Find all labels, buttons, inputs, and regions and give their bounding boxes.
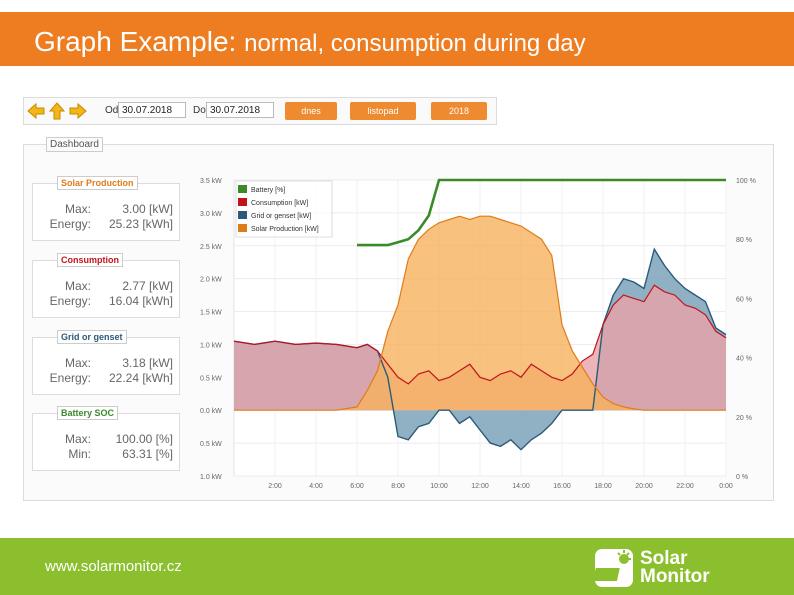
solar-area xyxy=(234,216,726,411)
stat-value: 63.31 [%] xyxy=(122,447,173,461)
x-tick-label: 12:00 xyxy=(471,483,489,490)
legend-label: Battery [%] xyxy=(251,187,285,194)
dashboard-title: Dashboard xyxy=(46,137,103,152)
legend-label: Consumption [kW] xyxy=(251,200,308,207)
x-tick-label: 18:00 xyxy=(594,483,612,490)
stat-value: 25.23 [kWh] xyxy=(108,217,173,231)
date-toolbar: Od 30.07.2018 Do 30.07.2018 dnes listopa… xyxy=(23,97,497,125)
y-tick-label: 2.5 kW xyxy=(200,244,222,251)
y-tick-label: 1.0 kW xyxy=(200,342,222,349)
stat-value: 22.24 [kWh] xyxy=(108,371,173,385)
x-tick-label: 20:00 xyxy=(635,483,653,490)
title-subtitle: normal, consumption during day xyxy=(244,30,586,57)
stat-value: 3.00 [kW] xyxy=(122,202,173,216)
arrow-right-icon[interactable] xyxy=(69,102,87,120)
stat-label: Min: xyxy=(68,447,91,461)
to-date-input[interactable]: 30.07.2018 xyxy=(206,102,274,118)
solarmonitor-logo: Solar Monitor xyxy=(592,548,744,588)
stat-value: 3.18 [kW] xyxy=(122,356,173,370)
month-button[interactable]: listopad xyxy=(350,102,416,120)
y2-tick-label: 100 % xyxy=(736,178,756,185)
y2-tick-label: 80 % xyxy=(736,237,752,244)
stat-value: 16.04 [kWh] xyxy=(108,294,173,308)
y-tick-label: 3.0 kW xyxy=(200,211,222,218)
y2-tick-label: 0 % xyxy=(736,474,748,481)
x-tick-label: 4:00 xyxy=(309,483,323,490)
legend-box xyxy=(235,180,333,238)
arrow-up-icon[interactable] xyxy=(48,102,66,120)
grid-genset-panel: Grid or genset Max: 3.18 [kW] Energy: 22… xyxy=(32,330,180,395)
panel-title: Battery SOC xyxy=(57,406,119,420)
legend-swatch xyxy=(238,211,247,219)
x-tick-label: 2:00 xyxy=(268,483,282,490)
footer-url[interactable]: www.solarmonitor.cz xyxy=(45,558,182,575)
y2-tick-label: 20 % xyxy=(736,415,752,422)
stat-label: Energy: xyxy=(49,294,91,308)
legend-swatch xyxy=(238,224,247,232)
logo-text-line1: Solar xyxy=(640,548,688,569)
slide-footer: www.solarmonitor.cz Solar Monitor xyxy=(0,538,794,595)
stat-label: Energy: xyxy=(49,371,91,385)
slide-title: Graph Example: normal, consumption durin… xyxy=(34,26,586,58)
consumption-panel: Consumption Max: 2.77 [kW] Energy: 16.04… xyxy=(32,253,180,318)
y2-tick-label: 40 % xyxy=(736,356,752,363)
y-tick-label: 1.5 kW xyxy=(200,310,222,317)
y-tick-label: 0.5 kW xyxy=(200,375,222,382)
stat-value: 2.77 [kW] xyxy=(122,279,173,293)
x-tick-label: 22:00 xyxy=(676,483,694,490)
to-date-label: Do xyxy=(193,105,206,116)
slide-header: Graph Example: normal, consumption durin… xyxy=(0,12,794,66)
solar-production-panel: Solar Production Max: 3.00 [kW] Energy: … xyxy=(32,176,180,241)
stat-label: Max: xyxy=(64,202,91,216)
y-tick-label: 2.0 kW xyxy=(200,277,222,284)
stat-label: Max: xyxy=(64,432,91,446)
x-tick-label: 10:00 xyxy=(430,483,448,490)
consumption-area xyxy=(234,285,726,411)
logo-text-line2: Monitor xyxy=(640,566,710,587)
from-date-label: Od xyxy=(105,105,119,116)
from-date-input[interactable]: 30.07.2018 xyxy=(118,102,186,118)
legend-label: Grid or genset [kW] xyxy=(251,213,311,220)
consumption-line xyxy=(233,284,727,385)
stat-label: Max: xyxy=(64,279,91,293)
stat-label: Energy: xyxy=(49,217,91,231)
battery-soc-panel: Battery SOC Max: 100.00 [%] Min: 63.31 [… xyxy=(32,406,180,471)
stat-label: Max: xyxy=(64,356,91,370)
x-tick-label: 8:00 xyxy=(391,483,405,490)
x-tick-label: 16:00 xyxy=(553,483,571,490)
y-tick-label: 0.5 kW xyxy=(200,441,222,448)
title-main: Graph Example: xyxy=(34,26,237,57)
solar-line xyxy=(234,215,726,411)
legend-label: Solar Production [kW] xyxy=(251,226,319,233)
panel-title: Grid or genset xyxy=(57,330,127,344)
panel-title: Consumption xyxy=(57,253,123,267)
x-tick-label: 6:00 xyxy=(350,483,364,490)
battery-line xyxy=(357,178,726,247)
arrow-left-icon[interactable] xyxy=(27,102,45,120)
today-button[interactable]: dnes xyxy=(285,102,337,120)
sun-panel-icon xyxy=(592,549,633,587)
panel-title: Solar Production xyxy=(57,176,138,190)
x-tick-label: 14:00 xyxy=(512,483,530,490)
y2-tick-label: 60 % xyxy=(736,296,752,303)
y-tick-label: 0.0 kW xyxy=(200,408,222,415)
year-button[interactable]: 2018 xyxy=(431,102,487,120)
x-tick-label: 0:00 xyxy=(719,483,733,490)
y-tick-label: 1.0 kW xyxy=(200,474,222,481)
stat-value: 100.00 [%] xyxy=(115,432,173,446)
y-tick-label: 3.5 kW xyxy=(200,178,222,185)
legend-swatch xyxy=(238,185,247,193)
legend-swatch xyxy=(238,198,247,206)
energy-chart: 3.5 kW 3.0 kW 2.5 kW 2.0 kW 1.5 kW 1.0 kW 0.5 … xyxy=(200,178,756,490)
